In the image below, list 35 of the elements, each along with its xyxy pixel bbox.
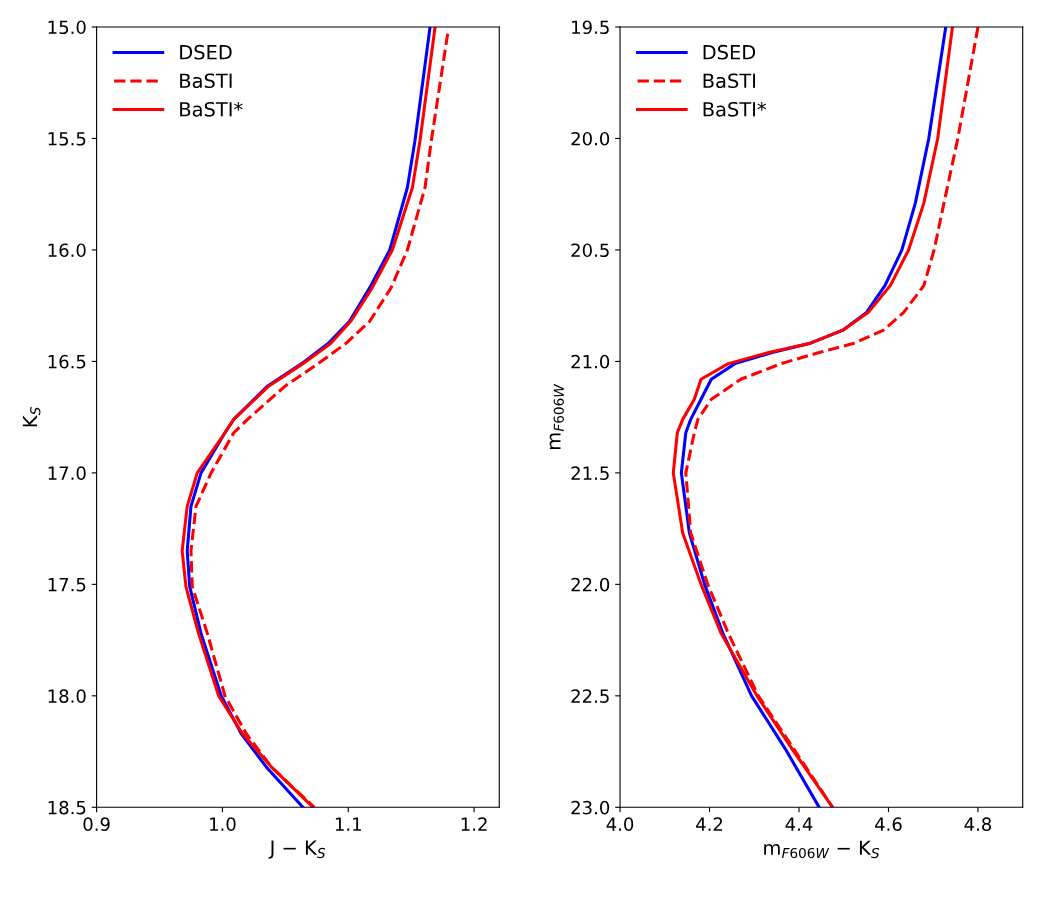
legend-label: DSED [703,44,756,60]
y-tick-label: 20.0 [571,131,610,146]
legend-label: BaSTI [180,73,232,89]
legend-label: BaSTI* [180,101,243,117]
y-tick-label: 17.0 [48,466,86,480]
x-tick-label: 1.1 [335,817,361,831]
y-tick-label: 16.0 [48,243,86,258]
y-tick-label: 16.5 [48,354,86,369]
x-tick-label: 4.6 [875,817,902,831]
y-tick-label: 21.5 [571,466,609,480]
legend-label: DSED [180,44,232,60]
x-axis-title: m$_{F606W}$ − K$_{S}$ [764,840,880,859]
x-tick-label: 0.9 [83,817,110,831]
y-tick-label: 18.0 [48,689,86,703]
y-tick-label: 20.5 [571,243,609,258]
x-tick-label: 4.0 [606,817,634,831]
x-tick-label: 4.4 [785,817,813,831]
x-tick-label: 1.2 [461,817,487,831]
legend-label: BaSTI* [703,101,767,117]
x-tick-label: 4.8 [964,817,992,831]
legend-label: BaSTI [703,73,756,89]
x-axis-title: J − K$_{S}$ [268,840,326,859]
y-tick-label: 21.0 [571,354,610,369]
y-tick-label: 17.5 [48,578,86,592]
y-tick-label: 15.5 [48,132,86,146]
y-tick-label: 23.0 [571,800,610,815]
x-tick-label: 1.0 [210,817,236,831]
y-axis-title: m$_{F606W}$ [549,383,564,449]
y-tick-label: 22.0 [571,577,610,592]
y-tick-label: 22.5 [571,689,609,703]
y-tick-label: 18.5 [48,800,86,815]
y-tick-label: 19.5 [572,20,609,35]
x-tick-label: 4.2 [696,817,723,831]
y-axis-title: K$_{S}$ [22,407,41,427]
y-tick-label: 15.0 [48,20,86,35]
